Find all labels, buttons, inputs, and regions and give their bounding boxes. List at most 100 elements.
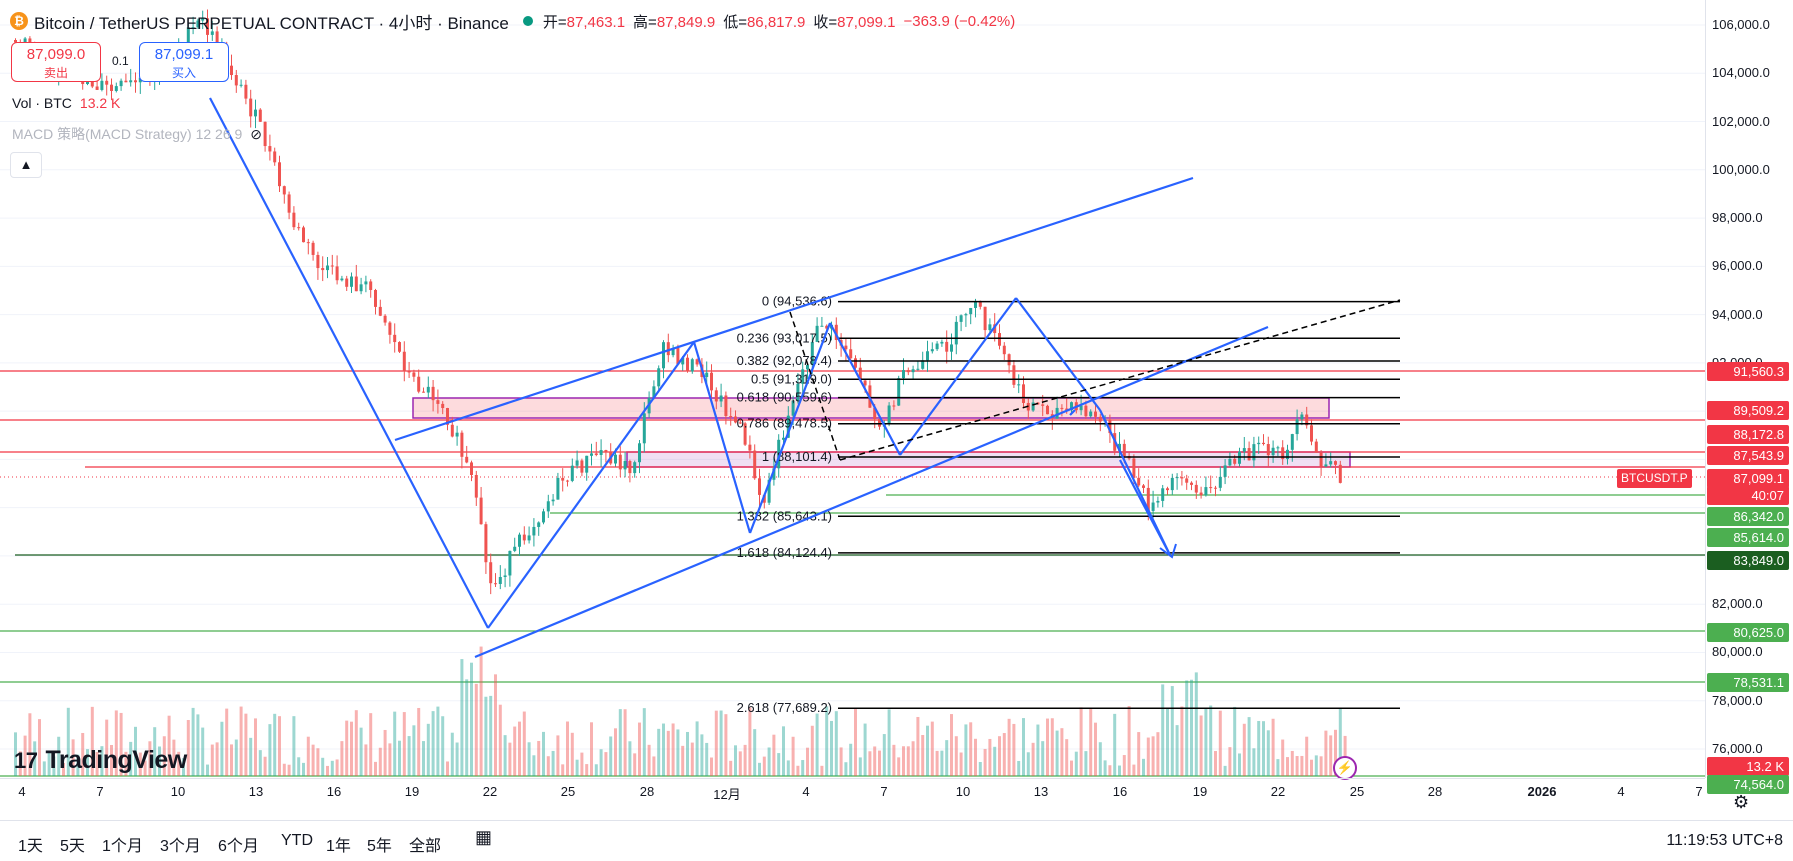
volume-bar (1300, 755, 1304, 776)
range-button[interactable]: 1年 (326, 838, 351, 855)
sell-button[interactable]: 87,099.0 卖出 (11, 42, 101, 82)
candle-body (1276, 447, 1280, 449)
candle-body (306, 242, 310, 244)
volume-bar (1286, 757, 1289, 776)
collapse-indicators-button[interactable]: ▲ (10, 152, 42, 178)
candle-body (978, 300, 982, 307)
candle-body (417, 376, 421, 392)
candle-body (186, 27, 190, 50)
candle-body (426, 386, 430, 393)
candle-body (1238, 451, 1241, 464)
volume-bar (18, 751, 22, 776)
volume-bar (594, 764, 598, 776)
range-button[interactable]: 5年 (367, 838, 392, 855)
candle-body (23, 38, 27, 44)
candle-body (1146, 487, 1150, 511)
buy-button[interactable]: 87,099.1 买入 (139, 42, 229, 82)
gear-icon[interactable]: ⚙ (1733, 792, 1750, 812)
time-tick: 16 (1112, 784, 1128, 799)
range-button[interactable]: 5天 (60, 838, 85, 855)
candle-body (302, 227, 305, 243)
candle-body (402, 351, 406, 372)
candle-body (863, 380, 867, 386)
candle-body (1132, 458, 1136, 478)
volume-bar (359, 727, 363, 776)
candle-body (556, 477, 560, 500)
volume-bar (412, 725, 416, 776)
macd-label: MACD 策略(MACD Strategy) 12 26 9 (12, 126, 243, 142)
eye-hidden-icon[interactable]: ⊘ (250, 126, 262, 142)
volume-bar (642, 708, 646, 776)
candle-body (599, 450, 603, 455)
volume-bar (210, 744, 214, 776)
volume-bar (1055, 730, 1059, 776)
volume-bar (935, 750, 939, 776)
volume-bar (1070, 760, 1073, 776)
range-button[interactable]: YTD (281, 832, 313, 849)
volume-bar (940, 750, 944, 776)
volume-indicator[interactable]: Vol · BTC 13.2 K (12, 95, 120, 111)
price-label: 40:07 (1707, 486, 1789, 505)
candle-body (916, 368, 920, 370)
price-chart[interactable]: 0 (94,536.6)0.236 (93,017.5)0.382 (92,07… (0, 0, 1705, 778)
volume-bar (1175, 725, 1179, 776)
range-button[interactable]: 6个月 (218, 838, 259, 855)
candle-body (1098, 416, 1102, 422)
trend-line (1119, 459, 1171, 556)
calendar-icon[interactable]: ▦ (475, 827, 493, 847)
candle-body (503, 575, 507, 578)
range-button[interactable]: 3个月 (160, 838, 201, 855)
macd-indicator[interactable]: MACD 策略(MACD Strategy) 12 26 9 ⊘ (12, 124, 262, 144)
candle-body (940, 341, 944, 344)
candle-body (316, 254, 320, 269)
volume-bar (858, 757, 862, 776)
volume-bar (710, 757, 713, 776)
candle-body (407, 371, 411, 373)
clock[interactable]: 11:19:53 UTC+8 (1666, 832, 1783, 849)
volume-bar (431, 711, 435, 776)
candle-body (1199, 492, 1203, 496)
candle-body (844, 345, 848, 350)
volume-bar (33, 741, 37, 776)
volume-bar (561, 764, 565, 776)
candle-body (551, 499, 555, 502)
volume-bar (148, 741, 152, 776)
lightning-icon[interactable]: ⚡ (1333, 756, 1357, 780)
ohlc-change: −363.9 (−0.42%) (903, 12, 1016, 30)
range-button[interactable]: 全部 (409, 838, 442, 855)
dashed-trend-line (839, 299, 1401, 461)
candle-body (1271, 447, 1275, 456)
volume-bar (220, 721, 224, 776)
spread-value: 0.1 (112, 54, 129, 68)
candle-body (748, 444, 752, 451)
volume-bar (1295, 756, 1299, 776)
tradingview-logo[interactable]: 17 TradingView (14, 746, 187, 775)
symbol-title[interactable]: Bitcoin / TetherUS PERPETUAL CONTRACT · … (34, 13, 509, 33)
volume-bar (268, 724, 272, 776)
candle-body (446, 408, 449, 425)
volume-bar (364, 744, 368, 776)
volume-bar (1142, 758, 1145, 776)
volume-bar (868, 751, 872, 776)
price-label: 80,625.0 (1707, 623, 1789, 642)
price-label: 74,564.0 (1707, 775, 1789, 794)
candle-body (1046, 405, 1049, 415)
candle-body (110, 84, 113, 91)
candle-body (652, 386, 656, 398)
volume-bar (844, 762, 848, 776)
volume-bar (911, 741, 915, 776)
volume-bar (287, 764, 291, 776)
volume-bar (393, 711, 397, 776)
volume-bar (47, 751, 51, 776)
chart-area[interactable]: 0 (94,536.6) 0.236 (93,017.5) 0.382 (92,07… (0, 0, 1705, 778)
range-button[interactable]: 1天 (18, 838, 43, 855)
volume-bar (1022, 718, 1025, 776)
volume-bar (138, 752, 142, 776)
range-button[interactable]: 1个月 (102, 838, 143, 855)
volume-bar (556, 735, 560, 776)
time-axis[interactable]: 4 7 10 13 16 19 22 25 28 12月 4 7 10 13 16 19 22 25 28 2026 4… (0, 778, 1705, 805)
candle-body (1281, 447, 1285, 460)
price-axis[interactable]: 106,000.0 104,000.0 102,000.0 100,000.0 98,0… (1705, 0, 1793, 794)
candle-body (422, 391, 425, 393)
volume-bar (1065, 739, 1069, 776)
